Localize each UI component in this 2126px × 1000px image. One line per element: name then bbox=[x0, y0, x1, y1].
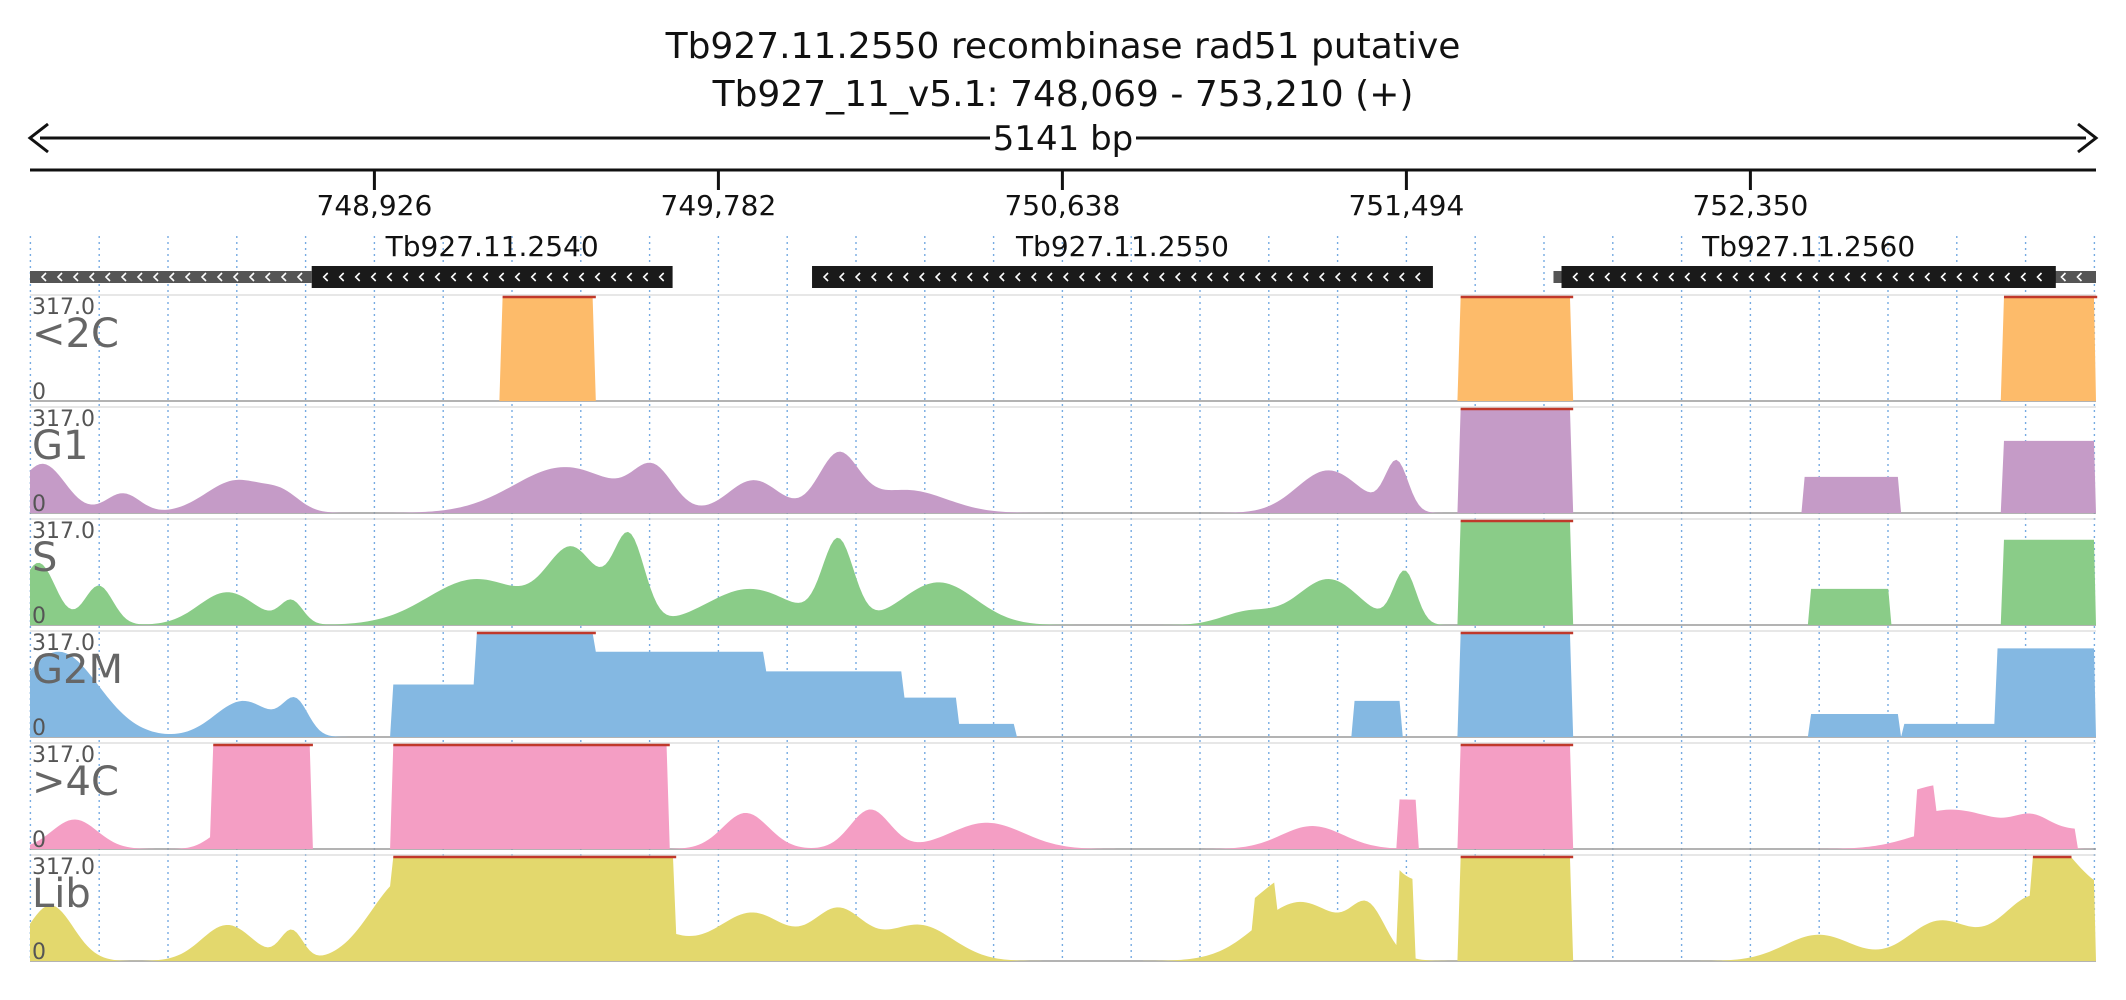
chart-title: Tb927.11.2550 recombinase rad51 putative bbox=[665, 26, 1461, 67]
track-name: <2C bbox=[32, 311, 119, 357]
tick-label: 748,926 bbox=[317, 189, 433, 222]
span-arrow-right-icon bbox=[2077, 122, 2099, 154]
track-max: 317.0 bbox=[32, 743, 95, 768]
track-5: 317.0>4C 0 bbox=[30, 742, 2096, 853]
gene-feature: Tb927.11.2550 bbox=[812, 230, 1433, 288]
track-min: 0 bbox=[32, 492, 46, 517]
track-max: 317.0 bbox=[32, 519, 95, 544]
tick-label: 749,782 bbox=[661, 189, 777, 222]
gene-label: Tb927.11.2540 bbox=[385, 230, 599, 263]
track-max: 317.0 bbox=[32, 855, 95, 880]
coverage-area bbox=[30, 297, 2096, 401]
track-name: Lib bbox=[32, 871, 91, 917]
track-min: 0 bbox=[32, 604, 46, 629]
gene-track: Tb927.11.2540 Tb927.11.2550 Tb927.11.2560 bbox=[30, 230, 2096, 288]
tick-label: 751,494 bbox=[1348, 189, 1464, 222]
track-min: 0 bbox=[32, 828, 46, 853]
track-name: S bbox=[32, 535, 57, 581]
track-max: 317.0 bbox=[32, 407, 95, 432]
gene-cds bbox=[812, 266, 1433, 288]
track-min: 0 bbox=[32, 940, 46, 965]
strand-chevrons bbox=[322, 272, 665, 282]
track-2: 317.0G1 0 bbox=[30, 406, 2096, 517]
track-min: 0 bbox=[32, 380, 46, 405]
gene-label: Tb927.11.2550 bbox=[1015, 230, 1229, 263]
coverage-area bbox=[30, 633, 2096, 737]
track-3: 317.0S 0 bbox=[30, 518, 2096, 629]
coverage-area bbox=[30, 745, 2096, 849]
tick-label: 750,638 bbox=[1004, 189, 1120, 222]
track-max: 317.0 bbox=[32, 631, 95, 656]
gene-label: Tb927.11.2560 bbox=[1701, 230, 1915, 263]
chart-subtitle: Tb927_11_v5.1: 748,069 - 753,210 (+) bbox=[712, 74, 1414, 115]
strand-chevrons bbox=[822, 272, 1421, 282]
gene-feature: Tb927.11.2540 bbox=[30, 230, 673, 288]
track-name: >4C bbox=[32, 759, 119, 805]
span-arrow-left-icon bbox=[27, 122, 49, 154]
span-ruler: 5141 bp bbox=[27, 118, 2099, 159]
track-name: G2M bbox=[32, 647, 123, 693]
gene-cds bbox=[311, 266, 673, 288]
strand-chevrons bbox=[40, 272, 303, 282]
coverage-area bbox=[30, 857, 2096, 961]
tick-label: 752,350 bbox=[1692, 189, 1808, 222]
span-label: 5141 bp bbox=[993, 119, 1134, 159]
track-max: 317.0 bbox=[32, 295, 95, 320]
axis-ticks: 748,926 749,782 750,638 751,494 752,350 bbox=[317, 170, 1808, 222]
track-1: 317.0<2C 0 bbox=[30, 294, 2098, 405]
coverage-area bbox=[30, 409, 2096, 513]
track-min: 0 bbox=[32, 716, 46, 741]
gene-feature: Tb927.11.2560 bbox=[1553, 230, 2096, 288]
gene-cds bbox=[1561, 266, 2056, 288]
track-name: G1 bbox=[32, 423, 88, 469]
coverage-area bbox=[30, 521, 2096, 625]
strand-chevrons bbox=[1572, 272, 2043, 282]
span-label-background bbox=[990, 118, 1136, 158]
gridlines bbox=[29, 236, 2096, 962]
coverage-tracks: 317.0<2C0317.0G10317.0S0317.0G2M0317.0>4… bbox=[30, 294, 2098, 965]
